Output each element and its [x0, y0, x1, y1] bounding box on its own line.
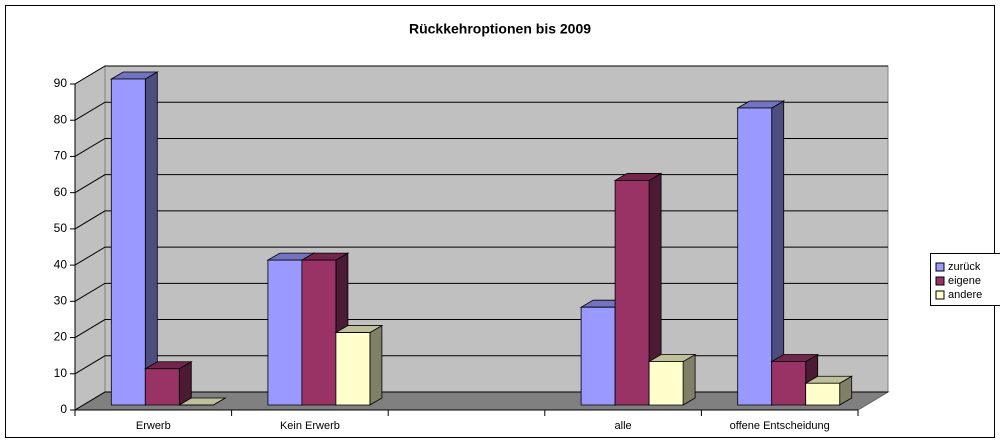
y-tick-label: 30	[54, 294, 68, 308]
bar-front	[110, 78, 146, 406]
y-tick-label: 0	[60, 402, 67, 416]
legend-swatch	[935, 262, 945, 272]
bar	[177, 397, 227, 406]
bar-front	[771, 361, 807, 406]
legend-label: andere	[948, 289, 982, 301]
y-tick-label: 70	[54, 149, 68, 163]
y-tick-label: 50	[54, 221, 68, 235]
chart-title: Rückkehroptionen bis 2009	[409, 21, 591, 37]
bar	[109, 71, 159, 406]
y-tick-label: 40	[54, 257, 68, 271]
x-tick-label: Kein Erwerb	[280, 420, 340, 432]
bar-front	[737, 107, 773, 406]
bar	[804, 375, 854, 406]
grid-line	[74, 65, 888, 85]
bar-front	[580, 306, 616, 406]
legend-swatch	[935, 276, 945, 286]
y-tick-label: 90	[54, 76, 68, 90]
bar-front	[648, 361, 684, 406]
y-tick-label: 20	[54, 330, 68, 344]
bar-front	[267, 259, 303, 406]
bar-front	[335, 332, 371, 406]
legend-label: zurück	[948, 261, 981, 273]
bar-front	[614, 180, 650, 406]
bar	[143, 361, 193, 406]
grid-line	[74, 137, 888, 157]
bar-side	[144, 71, 158, 406]
x-tick-label: alle	[615, 420, 632, 432]
y-tick-label: 60	[54, 185, 68, 199]
x-tick-label: Erwerb	[136, 420, 171, 432]
bar	[334, 324, 384, 406]
grid-line	[74, 101, 888, 121]
x-tick-label: offene Entscheidung	[730, 420, 830, 432]
y-tick-label: 10	[54, 366, 68, 380]
bar-front	[144, 368, 180, 406]
bar-side	[178, 361, 192, 406]
bar-front	[805, 382, 841, 406]
bar	[647, 353, 697, 406]
y-tick-label: 80	[54, 112, 68, 126]
legend-label: eigene	[948, 275, 981, 287]
bar-side	[369, 324, 383, 406]
legend-swatch	[935, 290, 945, 300]
bar-front	[301, 259, 337, 406]
bar-side	[682, 353, 696, 406]
